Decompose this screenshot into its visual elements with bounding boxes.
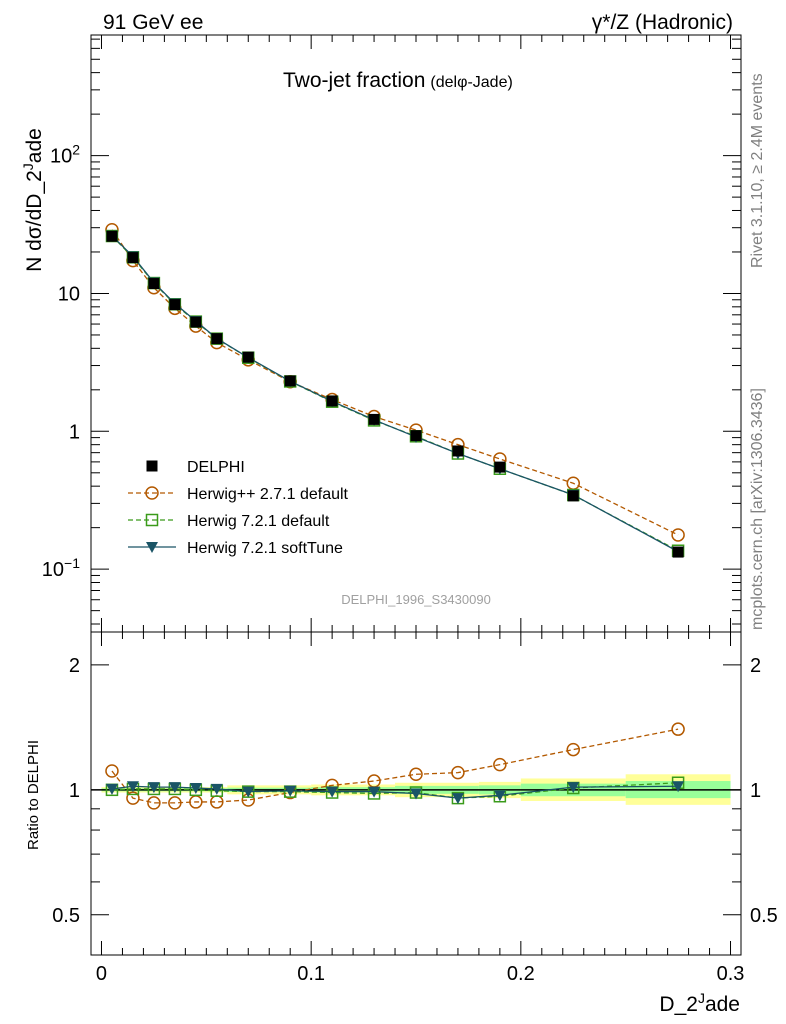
ratio-series-0-point-0	[105, 764, 119, 778]
main-series-3-point-3	[169, 299, 181, 311]
ratio-series-2-point-14	[672, 781, 685, 793]
ratio-series-2-point-0	[105, 783, 118, 795]
main-y-tick-label-2: 10	[58, 283, 80, 305]
ratio-series-2-point-1	[126, 781, 139, 793]
main-series-2-line	[111, 235, 679, 553]
legend: DELPHI Herwig++ 2.7.1 default Herwig 7.2.1…	[128, 459, 349, 557]
main-series-3-point-9	[368, 413, 380, 425]
ratio-series-0-point-2	[147, 796, 161, 810]
header-left: 91 GeV ee	[103, 11, 203, 34]
main-panel: 10−1 1 10 102 Two-jet fraction (delφ-Jade) D…	[20, 34, 742, 633]
main-series-3-point-2	[148, 278, 160, 290]
legend-label-0: DELPHI	[187, 459, 245, 476]
ratio-ylabel: Ratio to DELPHI	[25, 740, 42, 850]
x-tick-label-3: 0.3	[717, 963, 745, 985]
legend-marker-2	[145, 513, 159, 527]
ratio-series-0-point-11	[451, 765, 465, 780]
ratio-series-2-point-3	[168, 782, 181, 794]
legend-label-3: Herwig 7.2.1 softTune	[187, 540, 343, 557]
ratio-y-tick-label-l-2: 2	[69, 655, 80, 677]
main-series-0-line	[111, 229, 679, 536]
x-tick-label-1: 0.1	[297, 963, 325, 985]
ratio-y-tick-label-l-0: 0.5	[52, 905, 80, 927]
main-y-tick-label-1: 1	[69, 421, 80, 443]
ratio-series-0-point-3	[168, 796, 182, 810]
main-series-3-point-5	[211, 333, 223, 345]
main-series-3-point-14	[672, 546, 684, 558]
ratio-series-2-point-8	[326, 786, 339, 798]
main-series-3-point-8	[326, 395, 338, 407]
x-tick-label-2: 0.2	[507, 963, 535, 985]
ratio-series-2-point-10	[410, 788, 422, 800]
legend-label-2: Herwig 7.2.1 default	[187, 513, 330, 530]
legend-marker-1	[145, 486, 159, 500]
main-title-sub: (delφ-Jade)	[430, 74, 512, 91]
main-title: Two-jet fraction (delφ-Jade)	[283, 69, 513, 92]
ratio-series-2-point-9	[368, 786, 381, 798]
ratio-series-0-point-14	[671, 722, 685, 736]
ratio-series-2-point-12	[493, 790, 506, 802]
ratio-y-tick-label-r-1: 1	[750, 780, 761, 802]
main-series-3-point-4	[190, 316, 202, 328]
main-series-3-point-1	[127, 252, 139, 264]
main-title-text: Two-jet fraction	[283, 69, 425, 92]
main-series-0-point-14	[671, 528, 685, 542]
main-series-3-point-6	[242, 351, 254, 363]
main-series-3-point-7	[284, 375, 296, 387]
main-series-3-point-10	[410, 430, 422, 442]
ratio-series-2-point-11	[451, 793, 464, 805]
main-series-3-point-11	[452, 445, 464, 457]
ratio-series-0-point-10	[409, 767, 423, 782]
ratio-series-0-point-12	[493, 757, 507, 772]
legend-marker-0	[146, 460, 158, 472]
header-right: γ*/Z (Hadronic)	[592, 11, 733, 34]
ratio-y-tick-label-l-1: 1	[69, 780, 80, 802]
watermark: DELPHI_1996_S3430090	[341, 592, 491, 607]
main-series-1-line	[111, 235, 679, 552]
ratio-series-2-point-13	[567, 782, 580, 794]
ratio-y-tick-label-r-0: 0.5	[750, 905, 778, 927]
ratio-series-0-point-13	[566, 742, 581, 757]
ratio-series-2-point-7	[284, 785, 297, 797]
ratio-series-2-point-6	[242, 786, 255, 798]
main-y-tick-label-3: 102	[50, 142, 80, 168]
main-y-tick-label-0: 10−1	[42, 555, 80, 581]
main-series-3-point-13	[567, 490, 579, 502]
main-series-3-point-12	[494, 461, 506, 473]
main-ylabel: N dσ/dD_2Jade	[20, 128, 46, 272]
legend-marker-3	[146, 542, 158, 553]
ratio-series-2-point-5	[210, 783, 223, 795]
main-series-3-point-0	[106, 230, 118, 242]
mcplots-label: mcplots.cern.ch [arXiv:1306.3436]	[749, 388, 766, 630]
ratio-y-tick-label-r-2: 2	[750, 655, 761, 677]
rivet-label: Rivet 3.1.10, ≥ 2.4M events	[749, 73, 766, 268]
legend-label-1: Herwig++ 2.7.1 default	[187, 486, 349, 503]
ratio-panel: 0 0.1 0.2 0.3 0.5 0.5 1 1 2 2 Ratio to DELPHI D_2…	[25, 631, 778, 1016]
x-axis-label: D_2Jade	[659, 990, 740, 1016]
x-tick-label-0: 0	[96, 963, 107, 985]
ratio-series-2-point-2	[147, 782, 160, 794]
ratio-series-2-point-4	[189, 783, 202, 795]
